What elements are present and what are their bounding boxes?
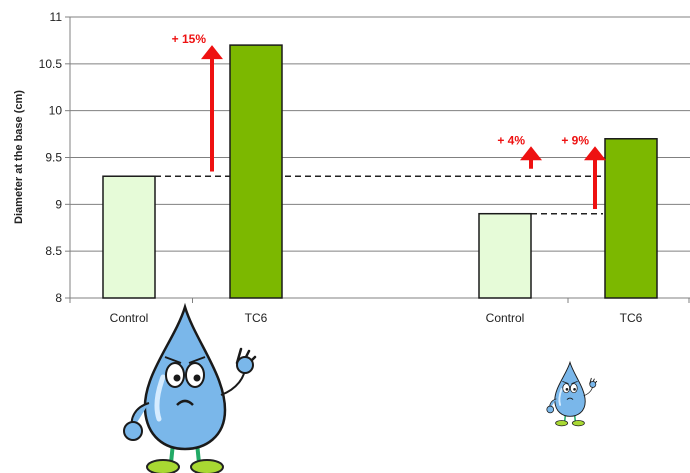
annotation-label: + 9%: [561, 133, 589, 147]
bar: [102, 175, 156, 299]
y-tick-label: 9: [55, 197, 62, 211]
annotation-label: + 15%: [172, 32, 207, 46]
bar: [229, 44, 283, 299]
y-axis-label: Diameter at the base (cm): [13, 90, 25, 224]
water-drop-mascot-small: [545, 361, 598, 427]
y-tick-label: 11: [50, 10, 63, 24]
annotation-arrow-head: [201, 45, 223, 60]
y-tick-label: 10.5: [39, 57, 63, 71]
annotation-label: + 4%: [497, 133, 525, 147]
category-label: Control: [486, 311, 525, 325]
category-label: TC6: [620, 311, 643, 325]
y-tick-label: 9.5: [45, 151, 62, 165]
annotation-arrow-head: [520, 146, 542, 161]
y-tick-label: 8.5: [45, 244, 62, 258]
category-label: Control: [110, 311, 149, 325]
annotation-arrow-head: [584, 146, 606, 161]
bar: [478, 212, 532, 299]
category-label: TC6: [245, 311, 268, 325]
y-tick-label: 8: [55, 291, 62, 305]
bar: [604, 138, 658, 299]
y-tick-label: 10: [49, 104, 63, 118]
water-drop-mascot-large: [124, 307, 255, 473]
